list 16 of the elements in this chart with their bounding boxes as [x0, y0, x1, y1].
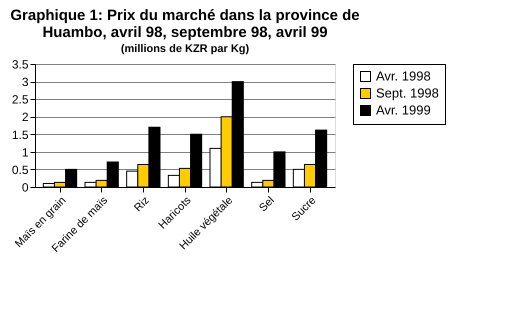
legend-label: Avr. 1998 [376, 68, 431, 84]
y-tick-label: 1.5 [12, 128, 29, 142]
chart-subtitle: (millions de KZR par Kg) [120, 43, 250, 55]
y-tick-label: 3 [22, 75, 29, 90]
y-tick-label: 2.5 [12, 92, 29, 107]
y-tick-label: 3.5 [12, 58, 29, 72]
y-tick-label: 1 [22, 145, 29, 160]
text: Huambo, avril 98, septembre 98, avril 99 [42, 24, 328, 41]
legend-label: Avr. 1999 [376, 102, 431, 118]
y-tick-label: 2 [22, 110, 29, 124]
text: Graphique 1: Prix du marché dans la province de [10, 7, 360, 24]
x-tick-label: Sel [257, 194, 277, 214]
y-tick-label: 0 [22, 180, 29, 194]
y-tick-label: 0.5 [12, 162, 29, 177]
legend-label: Sept. 1998 [376, 86, 439, 100]
x-tick-label: Riz [132, 194, 152, 214]
